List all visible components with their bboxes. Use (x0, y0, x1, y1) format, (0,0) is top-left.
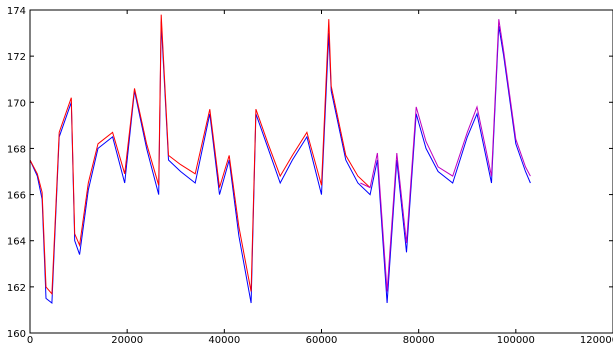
y-tick-label: 172 (7, 52, 26, 63)
y-tick-label: 164 (7, 237, 26, 248)
y-tick-label: 166 (7, 191, 26, 202)
tick-layer: 0 20000 40000 60000 80000 100000 120000 160 162 1… (7, 6, 613, 346)
x-tick-label: 120000 (580, 335, 613, 345)
y-tick-label: 170 (7, 98, 26, 109)
x-tick-label: 0 (27, 335, 33, 345)
series-line-3 (360, 19, 531, 292)
series-line-2 (29, 14, 371, 296)
y-tick-label: 160 (7, 329, 26, 340)
plot-background (30, 10, 613, 333)
x-tick-label: 20000 (111, 335, 143, 345)
series-layer (29, 14, 531, 304)
x-tick-label: 80000 (403, 335, 435, 345)
plot-frame (29, 9, 613, 334)
x-tick-label: 100000 (497, 335, 535, 345)
series-line-1 (29, 21, 531, 304)
y-tick-label: 162 (7, 283, 26, 294)
x-tick-label: 40000 (208, 335, 240, 345)
y-tick-label: 168 (7, 144, 26, 155)
x-tick-label: 60000 (306, 335, 338, 345)
y-tick-label: 174 (7, 6, 26, 17)
